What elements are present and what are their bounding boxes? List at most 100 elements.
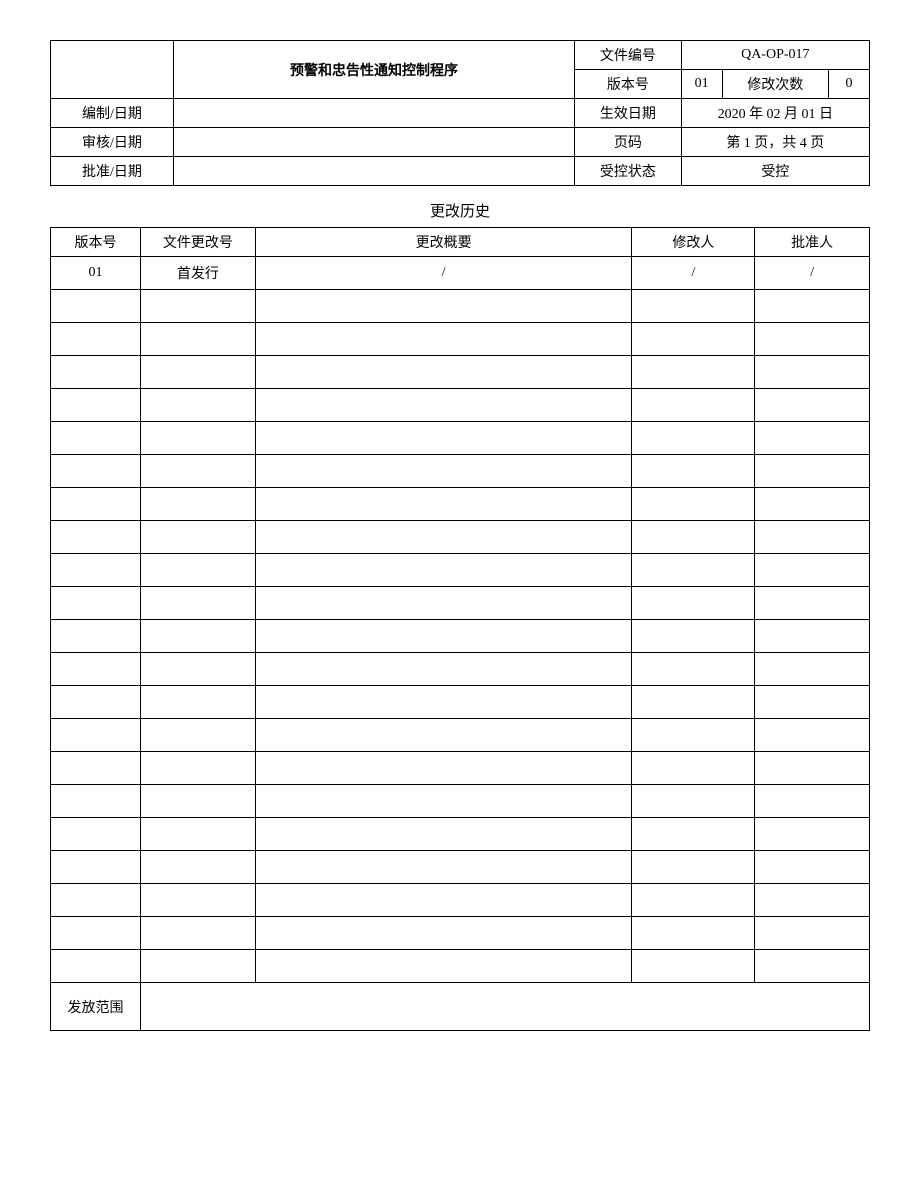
- table-cell: [51, 818, 141, 851]
- table-cell: [632, 587, 755, 620]
- table-cell: [755, 851, 870, 884]
- table-cell: [255, 785, 632, 818]
- table-cell: [51, 587, 141, 620]
- table-cell: [632, 950, 755, 983]
- table-cell: [141, 422, 256, 455]
- label-prepared: 编制/日期: [51, 99, 174, 128]
- table-cell: [141, 917, 256, 950]
- table-cell: [141, 323, 256, 356]
- value-version: 01: [681, 70, 722, 99]
- table-cell: [141, 851, 256, 884]
- table-cell: [632, 785, 755, 818]
- table-cell: [51, 554, 141, 587]
- table-cell: [141, 752, 256, 785]
- table-cell: [255, 554, 632, 587]
- table-cell: [141, 719, 256, 752]
- table-cell: [632, 488, 755, 521]
- table-cell: [51, 356, 141, 389]
- label-page: 页码: [575, 128, 681, 157]
- table-cell: [755, 917, 870, 950]
- table-cell: [141, 785, 256, 818]
- document-page: 预警和忠告性通知控制程序 文件编号 QA-OP-017 版本号 01 修改次数 …: [0, 0, 920, 1191]
- table-cell: [255, 356, 632, 389]
- table-cell: [255, 818, 632, 851]
- table-cell: [51, 455, 141, 488]
- table-row: [51, 653, 870, 686]
- table-row: [51, 620, 870, 653]
- table-cell: [632, 389, 755, 422]
- table-cell: [632, 323, 755, 356]
- col-modifier: 修改人: [632, 228, 755, 257]
- table-cell: [141, 356, 256, 389]
- table-row: [51, 455, 870, 488]
- table-cell: [755, 290, 870, 323]
- table-cell: [755, 620, 870, 653]
- table-cell: [51, 884, 141, 917]
- table-cell: /: [255, 257, 632, 290]
- table-cell: [141, 620, 256, 653]
- history-title: 更改历史: [50, 200, 870, 221]
- table-cell: [51, 950, 141, 983]
- table-cell: [51, 653, 141, 686]
- value-rev-count: 0: [829, 70, 870, 99]
- table-cell: [255, 389, 632, 422]
- col-approver: 批准人: [755, 228, 870, 257]
- table-cell: [632, 686, 755, 719]
- table-cell: [632, 917, 755, 950]
- value-doc-no: QA-OP-017: [681, 41, 869, 70]
- table-cell: [632, 653, 755, 686]
- table-cell: [755, 455, 870, 488]
- history-header-row: 版本号 文件更改号 更改概要 修改人 批准人: [51, 228, 870, 257]
- table-cell: [255, 653, 632, 686]
- value-prepared: [173, 99, 574, 128]
- table-row: [51, 785, 870, 818]
- table-row: [51, 587, 870, 620]
- table-row: [51, 818, 870, 851]
- table-cell: 首发行: [141, 257, 256, 290]
- table-cell: [141, 818, 256, 851]
- table-cell: [755, 884, 870, 917]
- table-cell: [255, 950, 632, 983]
- table-row: [51, 554, 870, 587]
- table-cell: [255, 587, 632, 620]
- table-cell: [755, 686, 870, 719]
- table-row: [51, 884, 870, 917]
- table-cell: [141, 455, 256, 488]
- table-cell: [755, 818, 870, 851]
- table-cell: [755, 785, 870, 818]
- table-row: [51, 719, 870, 752]
- table-cell: [632, 851, 755, 884]
- document-title: 预警和忠告性通知控制程序: [173, 41, 574, 99]
- history-table: 版本号 文件更改号 更改概要 修改人 批准人 01首发行/// 发放范围: [50, 227, 870, 1031]
- table-cell: [632, 521, 755, 554]
- table-cell: [51, 620, 141, 653]
- table-cell: /: [755, 257, 870, 290]
- table-cell: [51, 521, 141, 554]
- scope-row: 发放范围: [51, 983, 870, 1031]
- table-cell: [255, 752, 632, 785]
- table-cell: [141, 950, 256, 983]
- table-cell: [255, 290, 632, 323]
- table-cell: [755, 521, 870, 554]
- table-cell: [255, 521, 632, 554]
- table-cell: [632, 422, 755, 455]
- table-cell: [51, 785, 141, 818]
- value-controlled: 受控: [681, 157, 869, 186]
- table-cell: [141, 587, 256, 620]
- table-cell: [141, 290, 256, 323]
- table-cell: [51, 752, 141, 785]
- table-cell: [632, 752, 755, 785]
- scope-value: [141, 983, 870, 1031]
- table-row: [51, 917, 870, 950]
- table-cell: [141, 686, 256, 719]
- table-cell: [255, 323, 632, 356]
- table-cell: [51, 851, 141, 884]
- col-summary: 更改概要: [255, 228, 632, 257]
- table-cell: [141, 884, 256, 917]
- table-cell: [255, 851, 632, 884]
- col-version: 版本号: [51, 228, 141, 257]
- table-cell: [632, 884, 755, 917]
- table-cell: [255, 917, 632, 950]
- value-page: 第 1 页，共 4 页: [681, 128, 869, 157]
- label-rev-count: 修改次数: [722, 70, 828, 99]
